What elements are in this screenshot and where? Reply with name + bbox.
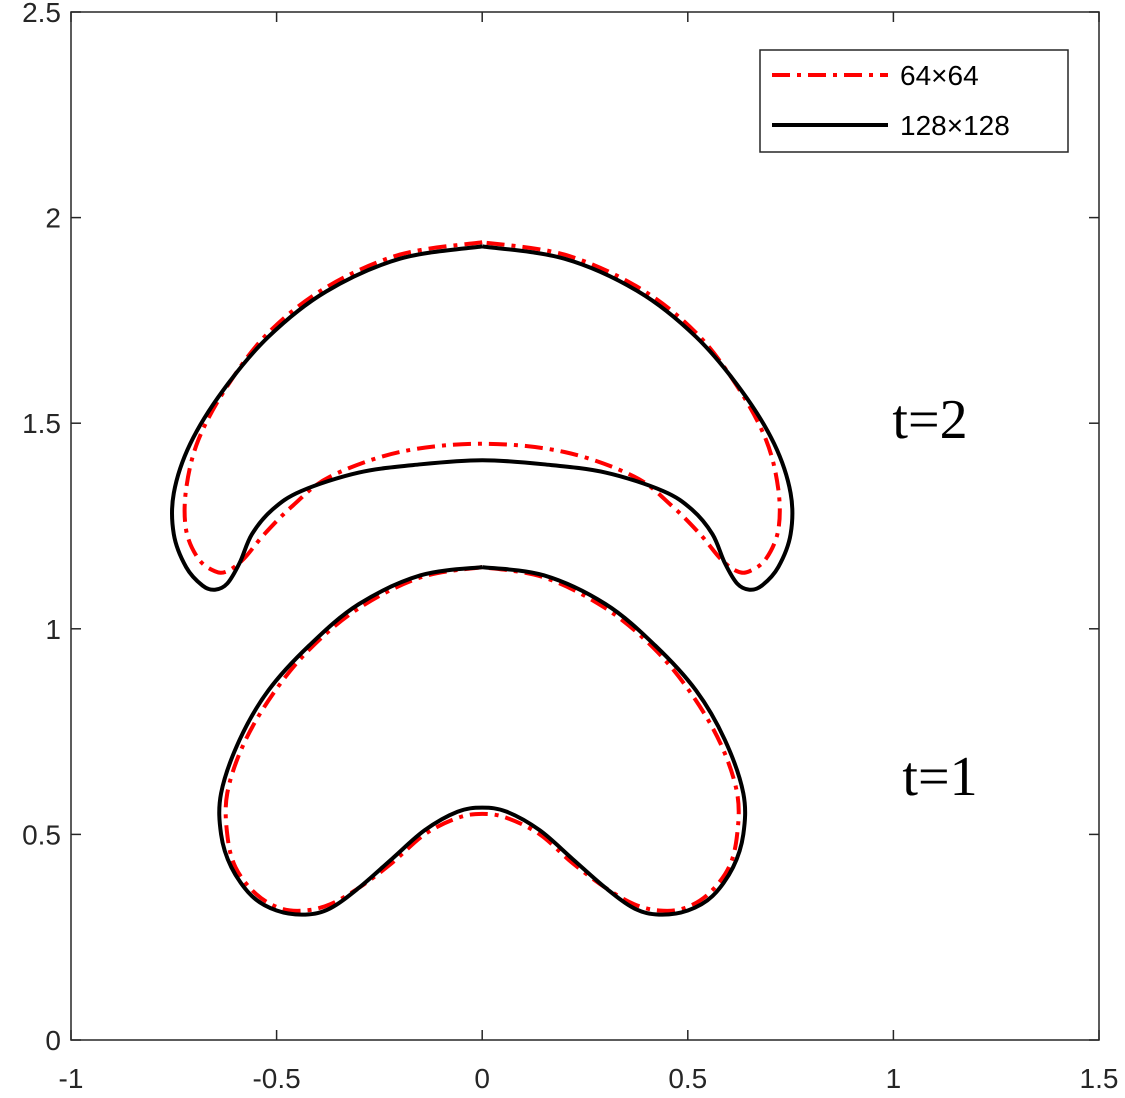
y-tick-label: 0 — [45, 1025, 61, 1056]
annotation: t=2 — [892, 389, 967, 451]
y-tick-label: 0.5 — [22, 819, 61, 850]
legend-box — [759, 49, 1069, 153]
legend-label: 128×128 — [900, 110, 1010, 141]
x-tick-label: -1 — [59, 1063, 84, 1094]
plot-area — [70, 11, 1100, 1041]
y-tick-label: 2.5 — [22, 0, 61, 28]
x-tick-label: 0.5 — [668, 1063, 707, 1094]
y-tick-label: 1.5 — [22, 408, 61, 439]
x-tick-label: 0 — [474, 1063, 490, 1094]
annotation: t=1 — [902, 746, 977, 808]
series-line — [182, 240, 782, 913]
x-tick-label: 1 — [886, 1063, 902, 1094]
y-tick-label: 2 — [45, 203, 61, 234]
legend-label: 64×64 — [900, 60, 979, 91]
series-line — [170, 244, 795, 917]
x-tick-label: 1.5 — [1080, 1063, 1119, 1094]
legend: 64×64 128×128 — [759, 49, 1069, 153]
y-tick-label: 1 — [45, 614, 61, 645]
x-tick-label: -0.5 — [252, 1063, 300, 1094]
